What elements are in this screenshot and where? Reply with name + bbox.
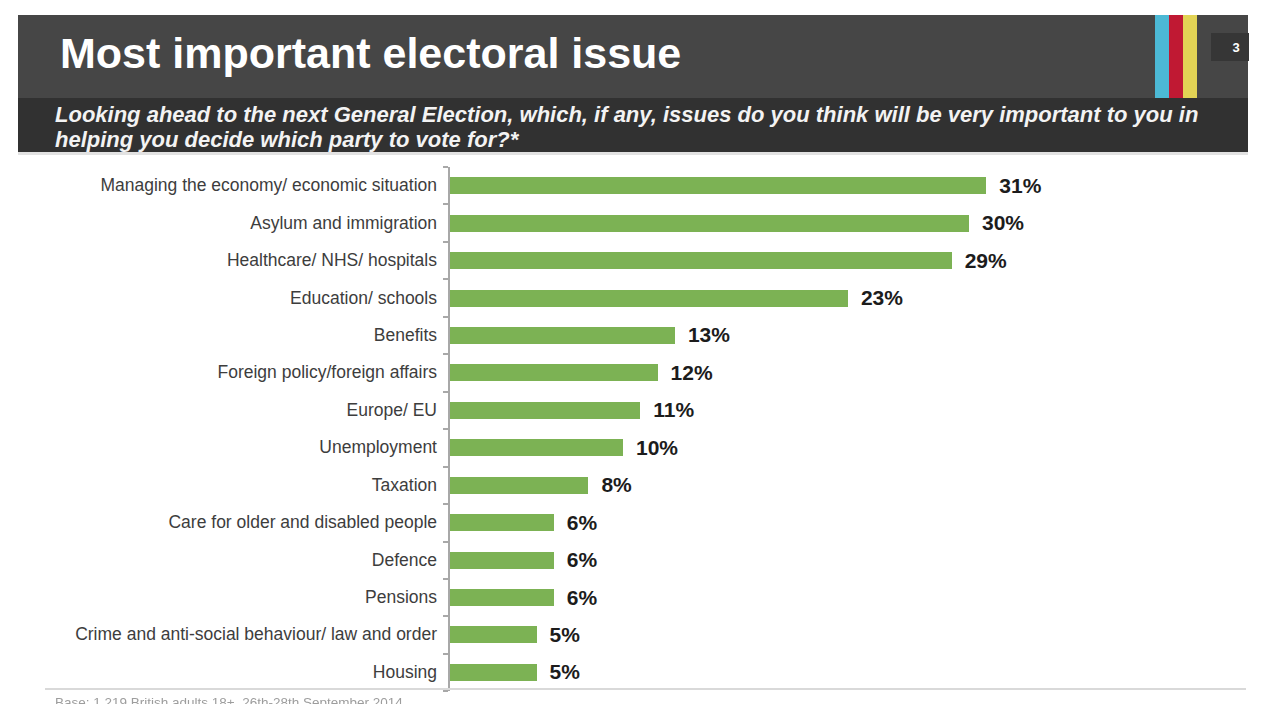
- category-label: Care for older and disabled people: [0, 512, 437, 533]
- category-label: Benefits: [0, 325, 437, 346]
- chart-row: Taxation 8%: [0, 467, 1280, 504]
- chart-row: Europe/ EU 11%: [0, 392, 1280, 429]
- axis-tick: [443, 203, 448, 205]
- value-label: 13%: [688, 323, 730, 347]
- chart-row: Healthcare/ NHS/ hospitals 29%: [0, 242, 1280, 279]
- axis-tick: [443, 690, 448, 692]
- survey-question-line1: Looking ahead to the next General Electi…: [55, 102, 1248, 127]
- bar-chart: Managing the economy/ economic situation…: [0, 167, 1280, 691]
- chart-row: Unemployment 10%: [0, 429, 1280, 466]
- axis-tick: [443, 466, 448, 468]
- value-label: 29%: [965, 249, 1007, 273]
- chart-row: Education/ schools 23%: [0, 279, 1280, 316]
- bar: [450, 664, 537, 681]
- stripe-yellow: [1183, 15, 1197, 98]
- bar: [450, 290, 848, 307]
- axis-tick: [443, 578, 448, 580]
- subtitle-band: Looking ahead to the next General Electi…: [18, 98, 1248, 152]
- bar: [450, 439, 623, 456]
- value-label: 5%: [550, 623, 580, 647]
- page-number-badge: 3: [1211, 33, 1249, 61]
- axis-tick: [443, 278, 448, 280]
- brand-stripes: [1155, 15, 1197, 98]
- chart-row: Benefits 13%: [0, 317, 1280, 354]
- value-label: 30%: [982, 211, 1024, 235]
- bar: [450, 327, 675, 344]
- value-label: 6%: [567, 511, 597, 535]
- category-label: Crime and anti-social behaviour/ law and…: [0, 624, 437, 645]
- slide: Most important electoral issue 3 Looking…: [0, 0, 1280, 720]
- bar: [450, 626, 537, 643]
- category-label: Healthcare/ NHS/ hospitals: [0, 250, 437, 271]
- bar: [450, 552, 554, 569]
- value-label: 10%: [636, 436, 678, 460]
- axis-tick: [443, 428, 448, 430]
- category-label: Europe/ EU: [0, 400, 437, 421]
- footer-divider: [45, 688, 1246, 690]
- bar: [450, 402, 640, 419]
- axis-tick: [443, 653, 448, 655]
- bar: [450, 364, 658, 381]
- category-label: Unemployment: [0, 437, 437, 458]
- survey-question-line2: helping you decide which party to vote f…: [55, 127, 1248, 152]
- chart-row: Care for older and disabled people 6%: [0, 504, 1280, 541]
- value-label: 5%: [550, 660, 580, 684]
- chart-axis-line: [448, 167, 450, 691]
- value-label: 6%: [567, 548, 597, 572]
- category-label: Defence: [0, 550, 437, 571]
- category-label: Education/ schools: [0, 288, 437, 309]
- category-label: Foreign policy/foreign affairs: [0, 362, 437, 383]
- axis-tick: [443, 615, 448, 617]
- value-label: 6%: [567, 586, 597, 610]
- bar: [450, 252, 952, 269]
- chart-row: Pensions 6%: [0, 579, 1280, 616]
- value-label: 12%: [671, 361, 713, 385]
- axis-tick: [443, 391, 448, 393]
- chart-row: Asylum and immigration 30%: [0, 204, 1280, 241]
- axis-tick: [443, 166, 448, 168]
- category-label: Housing: [0, 662, 437, 683]
- base-footnote: Base: 1,219 British adults 18+, 26th-28t…: [55, 695, 403, 704]
- stripe-red: [1169, 15, 1183, 98]
- value-label: 11%: [653, 398, 694, 422]
- subtitle-shadow: [18, 152, 1248, 155]
- category-label: Pensions: [0, 587, 437, 608]
- bar: [450, 215, 969, 232]
- slide-title: Most important electoral issue: [60, 29, 681, 78]
- category-label: Managing the economy/ economic situation: [0, 175, 437, 196]
- category-label: Asylum and immigration: [0, 213, 437, 234]
- chart-row: Crime and anti-social behaviour/ law and…: [0, 616, 1280, 653]
- value-label: 8%: [601, 473, 631, 497]
- chart-row: Housing 5%: [0, 654, 1280, 691]
- page-number: 3: [1232, 40, 1239, 55]
- bar: [450, 514, 554, 531]
- axis-tick: [443, 541, 448, 543]
- category-label: Taxation: [0, 475, 437, 496]
- bar: [450, 177, 986, 194]
- bar: [450, 589, 554, 606]
- axis-tick: [443, 316, 448, 318]
- chart-row: Foreign policy/foreign affairs 12%: [0, 354, 1280, 391]
- value-label: 23%: [861, 286, 903, 310]
- value-label: 31%: [999, 174, 1041, 198]
- axis-tick: [443, 353, 448, 355]
- header-band: Most important electoral issue: [18, 15, 1248, 98]
- survey-question: Looking ahead to the next General Electi…: [18, 98, 1248, 152]
- chart-row: Managing the economy/ economic situation…: [0, 167, 1280, 204]
- chart-row: Defence 6%: [0, 541, 1280, 578]
- stripe-blue: [1155, 15, 1169, 98]
- axis-tick: [443, 503, 448, 505]
- axis-tick: [443, 241, 448, 243]
- bar: [450, 477, 588, 494]
